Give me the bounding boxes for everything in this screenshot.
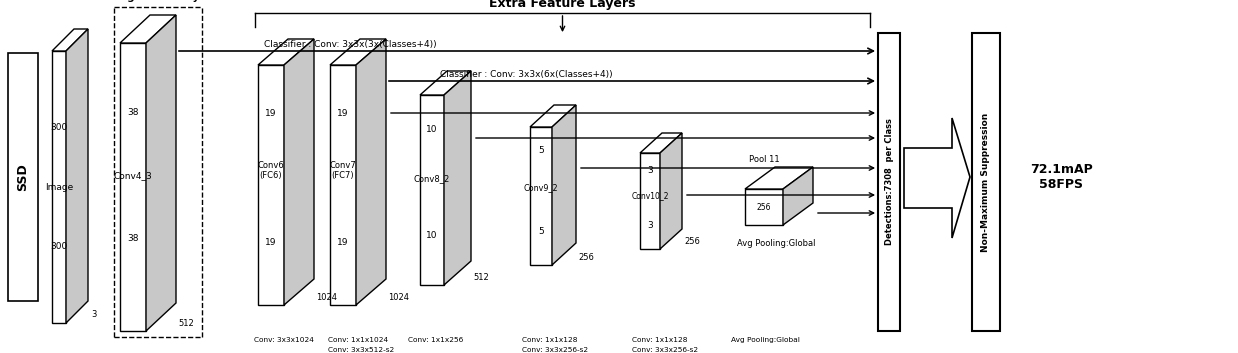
Text: Avg Pooling:Global: Avg Pooling:Global [730, 337, 800, 343]
Text: 5: 5 [539, 146, 543, 155]
Polygon shape [640, 133, 682, 153]
Text: Classifier : Conv: 3x3x(6x(Classes+4)): Classifier : Conv: 3x3x(6x(Classes+4)) [439, 70, 613, 79]
Text: 1024: 1024 [316, 293, 337, 302]
Text: 38: 38 [128, 234, 139, 243]
Text: 512: 512 [473, 273, 489, 282]
Polygon shape [782, 167, 813, 225]
Text: Conv: 3x3x256-s2: Conv: 3x3x256-s2 [633, 347, 698, 353]
Text: 300: 300 [51, 122, 68, 132]
Polygon shape [331, 39, 386, 65]
Text: 5: 5 [539, 227, 543, 237]
Text: 3: 3 [92, 310, 97, 319]
Text: 10: 10 [426, 125, 438, 134]
Polygon shape [258, 39, 314, 65]
Polygon shape [420, 71, 470, 95]
Text: SSD: SSD [16, 163, 30, 191]
Bar [878, 33, 900, 331]
Text: Conv: 3x3x1024: Conv: 3x3x1024 [254, 337, 314, 343]
Text: 512: 512 [178, 319, 194, 328]
Polygon shape [331, 65, 357, 305]
Polygon shape [357, 39, 386, 305]
Text: 3: 3 [647, 166, 652, 175]
Text: 10: 10 [426, 231, 438, 240]
Polygon shape [52, 51, 66, 323]
Polygon shape [146, 15, 176, 331]
Polygon shape [530, 105, 576, 127]
Polygon shape [745, 167, 813, 189]
Text: VGG-16
through Pool5 layer: VGG-16 through Pool5 layer [94, 0, 212, 2]
Text: 3: 3 [647, 221, 652, 231]
Polygon shape [904, 118, 971, 238]
Text: Conv7
(FC7): Conv7 (FC7) [329, 161, 357, 180]
Polygon shape [640, 153, 660, 249]
Bar [972, 33, 1000, 331]
Bar [7, 53, 38, 301]
Text: Conv: 1x1x256: Conv: 1x1x256 [409, 337, 463, 343]
Text: Conv: 3x3x256-s2: Conv: 3x3x256-s2 [522, 347, 588, 353]
Polygon shape [120, 15, 176, 43]
Polygon shape [530, 127, 552, 265]
Text: Extra Feature Layers: Extra Feature Layers [489, 0, 636, 10]
Text: Classifier : Conv: 3x3x(3x(Classes+4)): Classifier : Conv: 3x3x(3x(Classes+4)) [264, 40, 437, 49]
Text: 19: 19 [265, 238, 277, 247]
Polygon shape [660, 133, 682, 249]
Polygon shape [552, 105, 576, 265]
Text: 1024: 1024 [387, 293, 409, 302]
Text: Conv6
(FC6): Conv6 (FC6) [258, 161, 285, 180]
Text: Conv9_2: Conv9_2 [524, 183, 558, 192]
Text: 72.1mAP
58FPS: 72.1mAP 58FPS [1030, 163, 1093, 191]
Text: Detections:7308  per Class: Detections:7308 per Class [884, 119, 894, 245]
Text: Conv10_2: Conv10_2 [631, 191, 669, 200]
Text: Conv: 1x1x1024: Conv: 1x1x1024 [328, 337, 389, 343]
Text: 256: 256 [685, 237, 699, 246]
Polygon shape [284, 39, 314, 305]
Text: Image: Image [45, 183, 73, 191]
Text: Conv: 1x1x128: Conv: 1x1x128 [633, 337, 687, 343]
Polygon shape [745, 189, 782, 225]
Polygon shape [444, 71, 470, 285]
Polygon shape [420, 95, 444, 285]
Text: Avg Pooling:Global: Avg Pooling:Global [737, 239, 816, 248]
Text: 256: 256 [756, 203, 771, 211]
Text: 19: 19 [265, 108, 277, 118]
Text: Conv: 1x1x128: Conv: 1x1x128 [522, 337, 577, 343]
Text: 256: 256 [578, 253, 594, 262]
Text: 38: 38 [128, 108, 139, 116]
Text: Conv4_3: Conv4_3 [114, 171, 152, 180]
Text: Conv8_2: Conv8_2 [413, 174, 451, 183]
Text: Conv: 3x3x512-s2: Conv: 3x3x512-s2 [328, 347, 394, 353]
Text: Non-Maximum Suppression: Non-Maximum Suppression [982, 112, 990, 252]
Text: Pool 11: Pool 11 [749, 155, 779, 164]
Text: 19: 19 [337, 108, 349, 118]
Text: 19: 19 [337, 238, 349, 247]
Polygon shape [66, 29, 88, 323]
Polygon shape [258, 65, 284, 305]
Text: 300: 300 [51, 243, 68, 251]
Polygon shape [52, 29, 88, 51]
Polygon shape [120, 43, 146, 331]
